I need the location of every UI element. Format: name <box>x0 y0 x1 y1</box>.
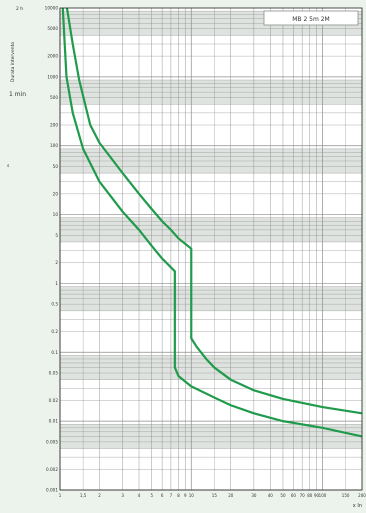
y-tick-label: 500 <box>50 95 58 100</box>
y-tick-label: 5000 <box>47 26 58 31</box>
x-tick-label: 2 <box>98 493 101 498</box>
x-tick-label: 20 <box>228 493 234 498</box>
y-unit-label: 2 h <box>16 6 23 12</box>
y-tick-label: 2 <box>55 260 58 265</box>
x-tick-label: 15 <box>212 493 218 498</box>
y-tick-label: 0.005 <box>46 439 58 444</box>
x-tick-label: 10 <box>189 493 195 498</box>
y-tick-label: 2000 <box>47 54 58 59</box>
x-tick-label: 30 <box>251 493 257 498</box>
y-tick-label: 0.002 <box>46 467 58 472</box>
x-tick-label: 6 <box>161 493 164 498</box>
y-tick-label: 10 <box>53 212 59 217</box>
x-tick-label: 1 <box>59 493 62 498</box>
x-tick-label: 7 <box>170 493 173 498</box>
x-tick-label: 50 <box>280 493 286 498</box>
x-tick-label: 5 <box>150 493 153 498</box>
series-line-upper <box>65 7 363 415</box>
y-axis-label: Durata intervento <box>10 42 16 82</box>
y-tick-label: 0.1 <box>51 350 58 355</box>
y-tick-label: 1 <box>55 281 58 286</box>
y-tick-label: 100 <box>50 143 58 148</box>
x-tick-label: 60 <box>291 493 297 498</box>
y-tick-label: 0.5 <box>51 302 58 307</box>
x-tick-label: 9 <box>184 493 187 498</box>
x-tick-label: 4 <box>138 493 141 498</box>
y-tick-label: 0.001 <box>46 488 58 493</box>
y-tick-label: 0.05 <box>49 371 59 376</box>
x-tick-label: 80 <box>307 493 313 498</box>
x-tick-label: 70 <box>300 493 306 498</box>
y-tick-label: 0.2 <box>51 329 58 334</box>
legend-box-text: MB 2 5m 2M <box>292 16 330 23</box>
y-tick-label: 10000 <box>45 6 59 11</box>
y-tick-label: 50 <box>53 164 59 169</box>
x-tick-label: 200 <box>358 493 366 498</box>
y-tick-label: 1000 <box>47 74 58 79</box>
x-tick-label: 150 <box>342 493 350 498</box>
x-tick-label: 100 <box>319 493 327 498</box>
x-tick-label: 40 <box>268 493 274 498</box>
y-tick-label: 0.02 <box>49 398 59 403</box>
x-tick-label: 3 <box>121 493 124 498</box>
x-tick-labels: 1 1,5 2 3 4 5 6 7 8 9 10 15 20 30 40 50 60 70 80 90 100 150 20… <box>59 493 366 498</box>
y-tick-labels: 10000 5000 2000 1000 500 200 100 50 20 10 5 2 1 0.5 0.… <box>45 6 59 493</box>
x-tick-label: 90 <box>314 493 320 498</box>
x-axis-label: x In <box>353 503 362 509</box>
series-line-lower <box>61 7 363 438</box>
y-tick-label: 0.01 <box>49 419 59 424</box>
plot-frame <box>59 7 363 491</box>
y-tick-label: 20 <box>53 191 59 196</box>
y-unit-label: 1 min <box>9 91 26 98</box>
x-tick-label: 8 <box>177 493 180 498</box>
y-unit-label: s <box>7 164 10 169</box>
y-tick-label: 200 <box>50 122 58 127</box>
series-group <box>61 7 363 438</box>
y-tick-label: 5 <box>55 233 58 238</box>
legend-box <box>263 10 359 26</box>
x-tick-label: 1,5 <box>80 493 87 498</box>
